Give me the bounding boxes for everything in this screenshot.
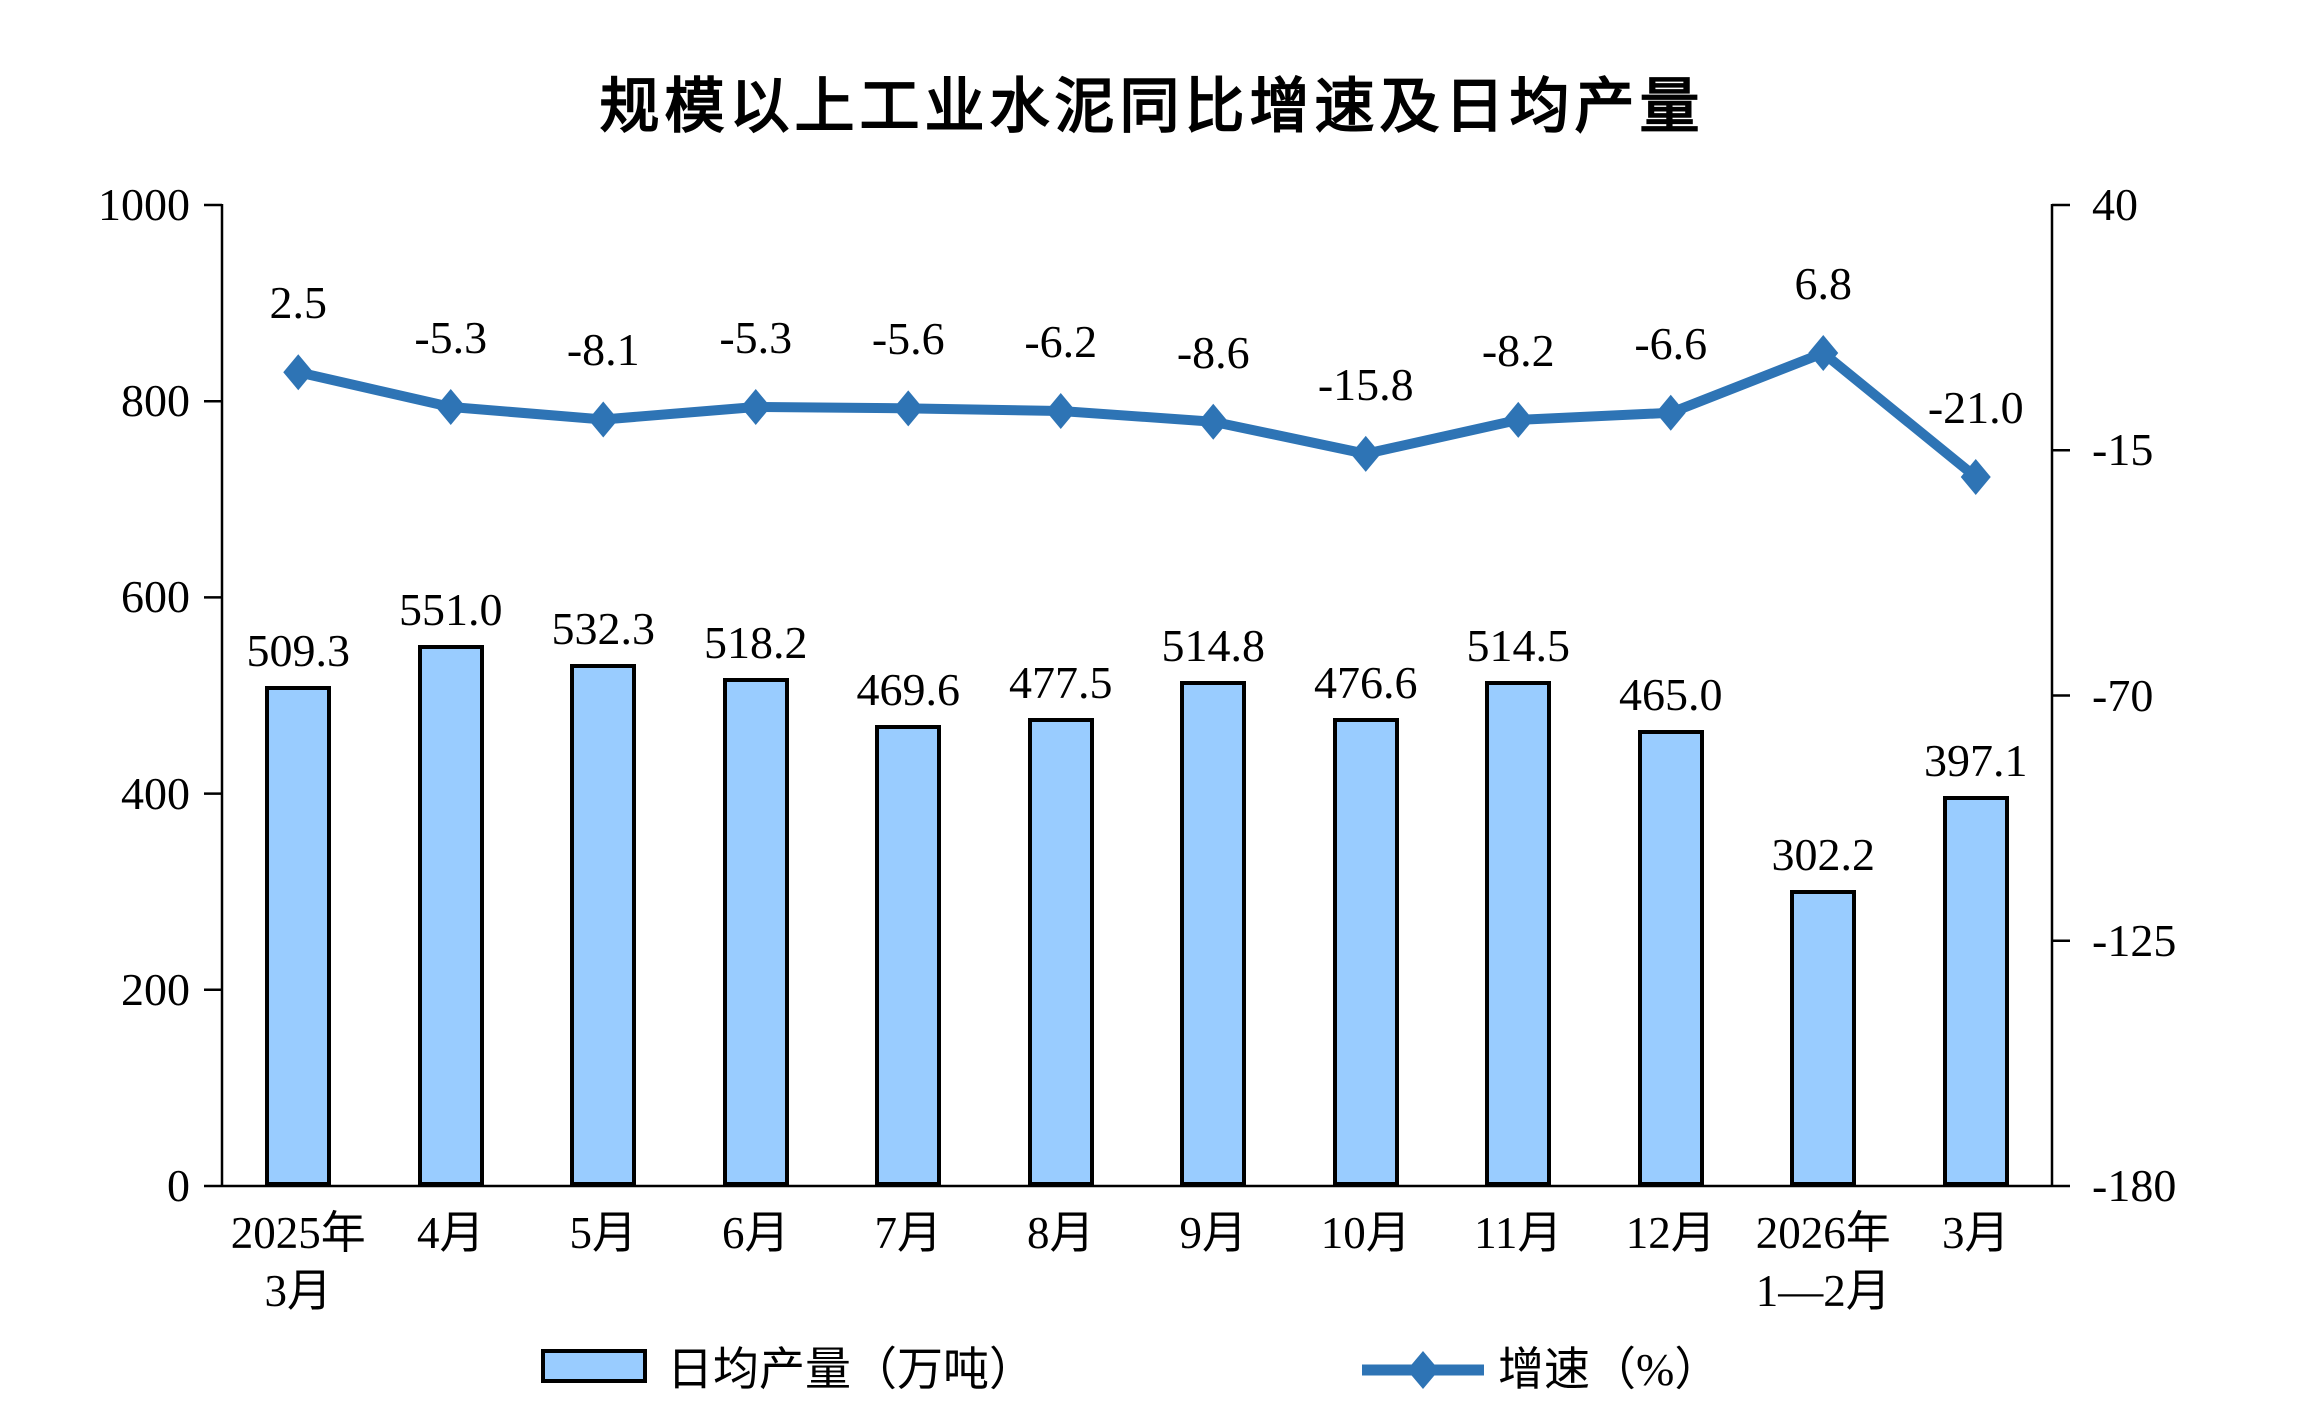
- x-axis-tick-label: 4月: [416, 1208, 485, 1258]
- growth-line: [293, 348, 1981, 483]
- bar: [722, 677, 789, 1186]
- legend: 日均产量（万吨） 增速（%）: [0, 1330, 2304, 1410]
- line-marker-diamond: [435, 388, 466, 425]
- y-axis-right-tick-label: -125: [2092, 914, 2177, 966]
- y-axis-left-tick-label: 1000: [98, 179, 190, 230]
- line-value-label: -6.6: [1634, 317, 1708, 369]
- legend-bar-label: 日均产量（万吨）: [667, 1344, 1035, 1395]
- bar: [1790, 889, 1857, 1186]
- x-axis-tick-label: 6月: [721, 1208, 790, 1258]
- x-axis-tick-label: 5月: [569, 1208, 638, 1258]
- bar-value-label: 465.0: [1619, 668, 1723, 720]
- chart-title: 规模以上工业水泥同比增速及日均产量: [599, 73, 1705, 140]
- x-axis-tick-label: 11月: [1474, 1208, 1563, 1258]
- legend-item-growth: 增速（%）: [1358, 1330, 1720, 1402]
- y-axis-right-tick-label: -70: [2092, 669, 2154, 721]
- line-marker-diamond: [1808, 335, 1839, 372]
- x-axis-tick-label: 12月: [1625, 1208, 1716, 1258]
- line-value-label: -6.2: [1024, 316, 1098, 367]
- bar: [1942, 796, 2009, 1186]
- line-marker-diamond: [1045, 393, 1076, 430]
- bar: [1027, 717, 1094, 1186]
- line-marker-diamond: [893, 390, 924, 427]
- legend-bar-swatch-icon: [541, 1349, 647, 1383]
- bar-value-label: 514.5: [1466, 620, 1571, 672]
- x-axis-tick-label: 2026年 1—2月: [1755, 1208, 1891, 1316]
- line-marker-diamond: [740, 388, 771, 425]
- y-axis-right-tick-label: 40: [2092, 179, 2138, 230]
- bar: [1332, 718, 1399, 1186]
- x-axis-tick-label: 9月: [1179, 1208, 1248, 1258]
- bar: [1637, 729, 1704, 1186]
- bar-value-label: 476.6: [1314, 657, 1418, 709]
- bar: [875, 725, 942, 1186]
- line-value-label: -15.8: [1317, 358, 1414, 410]
- line-value-label: -8.2: [1481, 324, 1555, 376]
- line-marker-diamond: [1503, 401, 1534, 438]
- bar-value-label: 509.3: [246, 625, 351, 677]
- y-axis-left-tick-label: 200: [121, 963, 190, 1015]
- line-value-label: -5.6: [871, 313, 945, 365]
- bar: [1485, 681, 1552, 1186]
- bar: [417, 645, 484, 1186]
- line-value-label: -21.0: [1927, 382, 2024, 433]
- x-axis-tick-label: 3月: [1941, 1208, 2010, 1258]
- line-value-label: -5.3: [719, 311, 793, 363]
- line-marker-diamond: [588, 401, 619, 438]
- line-marker-diamond: [283, 354, 314, 391]
- bar-value-label: 302.2: [1771, 828, 1876, 880]
- line-value-label: 6.8: [1794, 258, 1853, 310]
- line-value-label: 2.5: [269, 277, 328, 329]
- line-marker-diamond: [1960, 459, 1991, 496]
- y-axis-left-tick-label: 800: [121, 375, 190, 427]
- bar: [1180, 680, 1247, 1186]
- y-axis-left-tick-label: 0: [167, 1160, 190, 1211]
- x-axis-tick-label: 8月: [1026, 1208, 1095, 1258]
- bar-value-label: 477.5: [1009, 656, 1113, 708]
- line-marker-diamond: [1198, 403, 1229, 440]
- bar-value-label: 532.3: [551, 602, 656, 654]
- line-value-label: -5.3: [414, 311, 488, 363]
- y-axis-left-tick-label: 600: [121, 571, 190, 623]
- bar: [265, 686, 332, 1186]
- bar-value-label: 551.0: [399, 584, 503, 636]
- line-marker-diamond: [1655, 394, 1686, 431]
- y-axis-left-tick-label: 400: [121, 767, 190, 819]
- line-value-label: -8.1: [566, 324, 640, 376]
- line-value-label: -8.6: [1176, 326, 1250, 378]
- line-marker-diamond: [1350, 435, 1381, 472]
- bar: [570, 663, 637, 1186]
- bar-value-label: 397.1: [1924, 735, 2028, 787]
- x-axis-tick-label: 2025年 3月: [230, 1208, 366, 1316]
- legend-line-label: 增速（%）: [1498, 1344, 1721, 1395]
- y-axis-right-tick-label: -180: [2092, 1160, 2177, 1211]
- bar-value-label: 469.6: [856, 664, 961, 716]
- legend-line-swatch-icon: [1362, 1351, 1484, 1389]
- y-axis-right-tick-label: -15: [2092, 424, 2154, 476]
- bar-value-label: 518.2: [704, 616, 808, 668]
- legend-item-daily-output: 日均产量（万吨）: [541, 1330, 1035, 1402]
- bar-value-label: 514.8: [1161, 619, 1266, 671]
- x-axis-tick-label: 7月: [874, 1208, 943, 1258]
- x-axis-tick-label: 10月: [1320, 1208, 1411, 1258]
